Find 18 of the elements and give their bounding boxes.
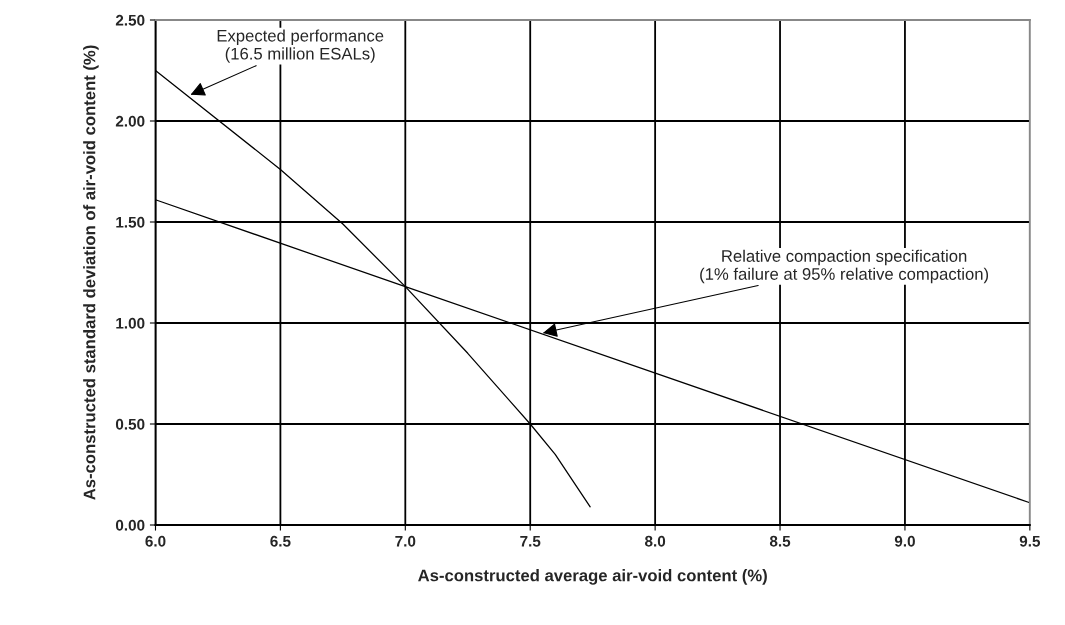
- y-tick-label: 1.50: [116, 216, 145, 228]
- x-tick-label: 8.5: [769, 535, 791, 547]
- x-tick-label: 7.5: [520, 535, 541, 547]
- y-tick-label: 0.00: [115, 519, 145, 531]
- annotation: Expected performance (16.5 million ESALs): [217, 29, 384, 63]
- x-tick-label: 6.5: [270, 535, 291, 547]
- x-tick-label: 7.0: [395, 535, 416, 547]
- x-tick-label: 6.0: [145, 535, 166, 547]
- y-axis-title: As-constructed standard deviation of air-void content (%): [83, 45, 99, 500]
- x-tick-label: 9.5: [1019, 535, 1041, 547]
- y-tick-label: 0.50: [115, 418, 145, 430]
- y-tick-label: 1.00: [116, 317, 145, 329]
- x-tick-label: 8.0: [644, 535, 666, 547]
- y-tick-label: 2.00: [115, 115, 145, 127]
- x-axis-title: As-constructed average air-void content (%): [418, 569, 767, 585]
- x-tick-label: 9.0: [894, 535, 915, 547]
- y-tick-label: 2.50: [115, 14, 145, 26]
- annotation: Relative compaction specification (1% failure at 95% relative compaction): [700, 249, 989, 284]
